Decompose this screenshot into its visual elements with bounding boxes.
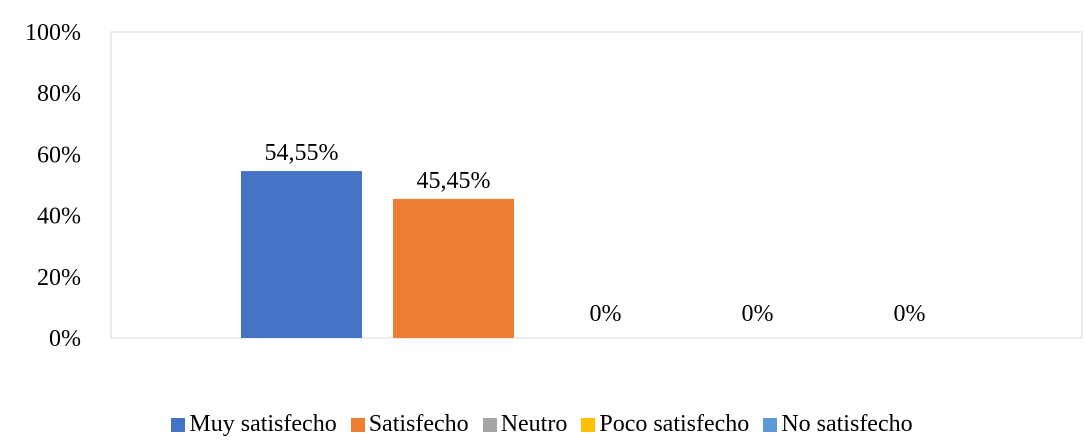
legend-label: Muy satisfecho	[189, 411, 337, 437]
y-axis-ticks: 0% 20% 40% 60% 80% 100%	[25, 20, 81, 352]
bar-satisfecho	[393, 198, 514, 338]
legend-swatch	[171, 417, 186, 432]
data-label: 0%	[590, 301, 622, 327]
bar-muy-satisfecho	[241, 171, 362, 338]
y-tick-label: 100%	[25, 20, 81, 46]
legend-label: No satisfecho	[781, 411, 913, 437]
legend-swatch	[350, 417, 365, 432]
legend-item: Poco satisfecho	[581, 411, 749, 438]
y-tick-label: 40%	[37, 204, 81, 230]
legend-swatch	[763, 417, 778, 432]
legend-label: Neutro	[500, 411, 568, 437]
y-tick-label: 20%	[37, 265, 81, 291]
legend-item: No satisfecho	[763, 411, 913, 438]
legend-label: Satisfecho	[368, 411, 469, 437]
bar-chart: 0% 20% 40% 60% 80% 100% 54,55% 45,45% 0% 0% 0%	[25, 20, 1083, 352]
data-label: 0%	[894, 301, 926, 327]
legend-swatch	[482, 417, 497, 432]
y-tick-label: 80%	[37, 81, 81, 107]
y-tick-label: 0%	[49, 326, 81, 352]
data-label: 54,55%	[265, 140, 339, 166]
data-labels-group: 54,55% 45,45% 0% 0% 0%	[265, 140, 926, 327]
data-label: 45,45%	[417, 168, 491, 194]
data-label: 0%	[742, 301, 774, 327]
bars-group	[241, 171, 514, 338]
legend-item: Neutro	[482, 411, 568, 438]
plot-area-border	[110, 31, 1083, 339]
legend: Muy satisfecho Satisfecho Neutro Poco satis…	[0, 408, 1084, 441]
y-tick-label: 60%	[37, 142, 81, 168]
legend-label: Poco satisfecho	[599, 411, 750, 437]
legend-item: Satisfecho	[350, 411, 469, 438]
legend-item: Muy satisfecho	[171, 411, 337, 438]
legend-swatch	[581, 417, 596, 432]
